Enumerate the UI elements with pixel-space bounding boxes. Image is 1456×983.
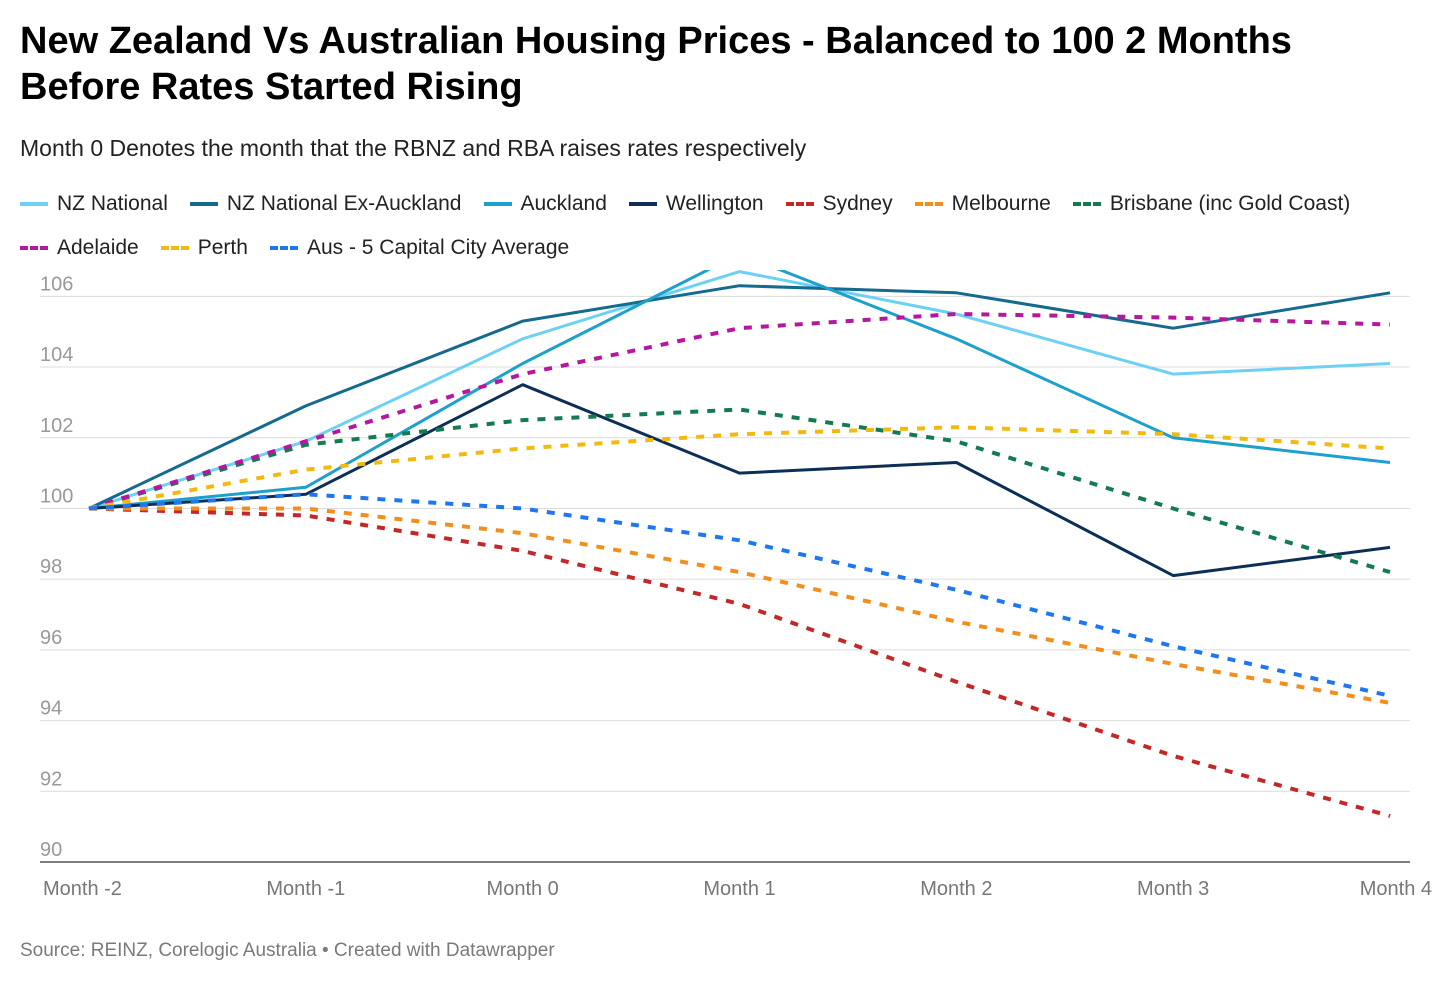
y-tick-label: 92 [40, 768, 62, 790]
legend-swatch [20, 202, 48, 206]
series-line-brisbane-inc-gold-coast [88, 407, 1391, 575]
y-tick-label: 98 [40, 556, 62, 578]
x-tick-label: Month 3 [1137, 878, 1209, 900]
legend-label: Sydney [822, 192, 893, 215]
x-tick-label: Month -2 [43, 878, 122, 900]
legend-swatch [20, 246, 48, 250]
legend-row-2: Adelaide Perth Aus - 5 Capital City Aver… [20, 230, 1440, 266]
legend-label: Melbourne [951, 192, 1051, 215]
x-tick-label: Month 1 [703, 878, 775, 900]
legend-item-wellington: Wellington [628, 192, 764, 216]
legend-item-sydney: Sydney [785, 192, 893, 216]
legend-row-1: NZ National NZ National Ex-Auckland Auck… [20, 186, 1440, 222]
line-chart: 90 92 94 96 98 100 102 104 106 Month -2 Month -1 Mo… [40, 270, 1432, 900]
legend-swatch [160, 246, 189, 250]
series-line-nz-national-ex-auckland [88, 284, 1391, 510]
legend-swatch [1072, 202, 1101, 206]
chart-title: New Zealand Vs Australian Housing Prices… [20, 20, 1292, 108]
series-line-perth [88, 425, 1391, 511]
legend-swatch [483, 202, 512, 206]
legend-item-auckland: Auckland [483, 192, 607, 216]
y-tick-label: 106 [40, 273, 73, 295]
x-tick-label: Month -1 [266, 878, 345, 900]
legend-swatch [269, 246, 298, 250]
legend-item-adelaide: Adelaide [20, 236, 139, 260]
legend-swatch [189, 202, 218, 206]
x-tick-label: Month 2 [920, 878, 992, 900]
legend-label: Auckland [520, 192, 607, 215]
y-tick-label: 102 [40, 415, 73, 437]
legend-swatch [628, 202, 657, 206]
x-tick-label: Month 4 [1360, 878, 1432, 900]
legend-label: Wellington [665, 192, 764, 215]
series-line-aus-5-capital-city-average [88, 492, 1391, 698]
chart-subtitle: Month 0 Denotes the month that the RBNZ … [20, 135, 807, 161]
legend-swatch [785, 202, 814, 206]
legend-label: Brisbane (inc Gold Coast) [1109, 192, 1351, 215]
series-line-adelaide [88, 312, 1391, 511]
series-line-sydney [88, 506, 1391, 818]
legend-label: Aus - 5 Capital City Average [306, 236, 570, 259]
series-line-auckland [88, 270, 1391, 510]
y-tick-label: 90 [40, 839, 62, 861]
y-tick-label: 100 [40, 485, 73, 507]
series-line-melbourne [89, 506, 1391, 705]
legend-label: NZ National Ex-Auckland [226, 192, 462, 215]
legend-item-nz-national-ex-auckland: NZ National Ex-Auckland [189, 192, 462, 216]
y-tick-label: 104 [40, 344, 73, 366]
legend-swatch [914, 202, 943, 206]
series-line-wellington [88, 383, 1391, 578]
legend-item-perth: Perth [160, 236, 248, 260]
legend-label: Adelaide [57, 236, 139, 259]
source-footer: Source: REINZ, Corelogic Australia • Cre… [20, 940, 555, 961]
y-tick-label: 94 [40, 698, 62, 720]
x-tick-label: Month 0 [487, 878, 559, 900]
legend-item-nz-national: NZ National [20, 192, 168, 216]
legend-item-melbourne: Melbourne [914, 192, 1051, 216]
legend-label: Perth [197, 236, 248, 259]
legend-label: NZ National [57, 192, 168, 215]
y-tick-label: 96 [40, 627, 62, 649]
legend: NZ National NZ National Ex-Auckland Auck… [20, 186, 1440, 274]
legend-item-brisbane: Brisbane (inc Gold Coast) [1072, 192, 1351, 216]
legend-item-aus-average: Aus - 5 Capital City Average [269, 236, 570, 260]
